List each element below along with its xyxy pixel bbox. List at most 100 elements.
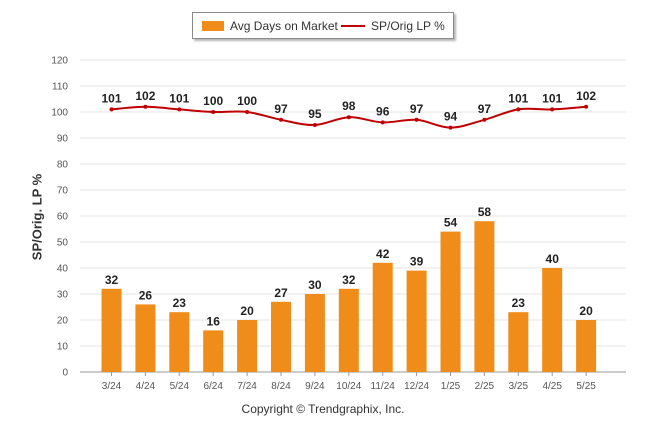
- x-tick-label: 3/24: [102, 381, 122, 392]
- y-tick-label: 60: [57, 212, 69, 223]
- bar: [406, 270, 427, 372]
- bar: [508, 312, 529, 372]
- legend-bar-swatch: [202, 21, 224, 31]
- x-tick-label: 9/24: [305, 381, 325, 392]
- bar-value-label: 32: [105, 273, 119, 287]
- line-value-label: 100: [203, 94, 223, 108]
- legend: Avg Days on Market SP/Orig LP %: [192, 12, 454, 39]
- line-point: [448, 125, 453, 130]
- legend-bar-label: Avg Days on Market: [230, 19, 338, 33]
- y-tick-label: 70: [57, 186, 69, 197]
- bar-value-label: 32: [342, 273, 356, 287]
- y-axis-ticks: 0 10 20 30 40 50 60 70 80 90 100 110 120: [51, 56, 68, 379]
- x-tick-label: 11/24: [371, 381, 396, 392]
- line-point: [143, 104, 148, 109]
- bar: [271, 301, 291, 372]
- line-value-label: 101: [508, 91, 528, 105]
- copyright-text: Copyright © Trendgraphix, Inc.: [241, 402, 405, 416]
- line-point: [245, 110, 250, 114]
- line-point: [279, 117, 283, 122]
- bar: [542, 268, 563, 372]
- x-tick-label: 5/25: [576, 381, 596, 392]
- line-value-label: 101: [542, 91, 562, 105]
- bar: [101, 288, 122, 372]
- y-tick-label: 10: [57, 342, 69, 353]
- bar: [576, 320, 597, 372]
- line-value-label: 94: [444, 110, 458, 124]
- y-tick-label: 30: [57, 290, 69, 301]
- bar-value-label: 23: [173, 296, 187, 310]
- x-tick-label: 10/24: [336, 381, 361, 392]
- y-tick-label: 100: [51, 108, 68, 119]
- bar: [169, 312, 190, 372]
- line-value-label: 100: [237, 94, 257, 108]
- y-tick-label: 110: [52, 82, 68, 93]
- y-tick-label: 120: [51, 56, 68, 67]
- line-point: [380, 120, 385, 125]
- data-labels: 32 26 23 16 20 27 30 32 42 39 54 58 23 40 20 101 102 101 1…: [101, 89, 596, 329]
- line-point: [346, 115, 351, 120]
- line-value-label: 97: [274, 102, 288, 116]
- y-tick-label: 20: [57, 316, 69, 327]
- line-point: [211, 110, 216, 114]
- bar-value-label: 54: [444, 216, 458, 230]
- legend-item-bar: Avg Days on Market: [202, 19, 338, 33]
- line-value-label: 102: [135, 89, 155, 103]
- line-value-label: 102: [576, 89, 596, 103]
- legend-item-line: SP/Orig LP %: [341, 19, 445, 33]
- x-tick-label: 12/24: [404, 381, 429, 392]
- bar-value-label: 39: [410, 255, 424, 269]
- bar-value-label: 27: [274, 286, 288, 300]
- x-tick-label: 1/25: [441, 381, 461, 392]
- bar: [304, 294, 325, 372]
- y-tick-label: 40: [57, 264, 69, 275]
- bar-value-label: 40: [546, 252, 560, 266]
- line-value-label: 96: [376, 104, 390, 118]
- y-tick-label: 50: [57, 238, 69, 249]
- line-point: [482, 117, 487, 122]
- bar: [135, 304, 156, 372]
- bar: [203, 330, 224, 372]
- line-value-label: 97: [410, 102, 424, 116]
- line-point: [550, 107, 555, 112]
- x-tick-label: 6/24: [203, 381, 223, 392]
- bar-value-label: 26: [139, 288, 153, 302]
- x-tick-label: 7/24: [237, 381, 257, 392]
- y-tick-label: 80: [57, 160, 69, 171]
- bar: [338, 288, 359, 372]
- line-value-label: 97: [478, 102, 492, 116]
- x-tick-label: 8/24: [271, 381, 291, 392]
- line-point: [516, 107, 521, 112]
- line-point: [584, 104, 589, 109]
- x-axis-ticks: 3/24 4/24 5/24 6/24 7/24 8/24 9/24 10/24 11/24 12…: [102, 372, 596, 392]
- bar-value-label: 30: [308, 278, 322, 292]
- line-value-label: 95: [308, 107, 322, 121]
- line-point: [177, 107, 182, 112]
- line-point: [109, 107, 114, 112]
- line-value-label: 101: [101, 91, 121, 105]
- bar: [372, 262, 393, 372]
- bar: [474, 221, 495, 372]
- line-value-label: 101: [169, 91, 189, 105]
- bar-value-label: 20: [579, 304, 593, 318]
- x-tick-label: 2/25: [475, 381, 495, 392]
- x-tick-label: 3/25: [509, 381, 529, 392]
- bars: [101, 221, 597, 372]
- y-tick-label: 90: [57, 134, 69, 145]
- bar-value-label: 16: [207, 314, 221, 328]
- x-tick-label: 4/24: [136, 381, 156, 392]
- legend-line-label: SP/Orig LP %: [371, 19, 445, 33]
- line-series: [109, 104, 589, 130]
- bar: [440, 231, 461, 372]
- bar-value-label: 42: [376, 247, 390, 261]
- bar-value-label: 23: [512, 296, 526, 310]
- y-tick-label: 0: [62, 368, 68, 379]
- y-axis-label: SP/Orig. LP %: [29, 173, 45, 261]
- bar-value-label: 20: [240, 304, 254, 318]
- x-tick-label: 5/24: [170, 381, 190, 392]
- bar-value-label: 58: [478, 205, 492, 219]
- x-tick-label: 4/25: [542, 381, 562, 392]
- bar: [237, 320, 258, 372]
- line-point: [312, 123, 317, 127]
